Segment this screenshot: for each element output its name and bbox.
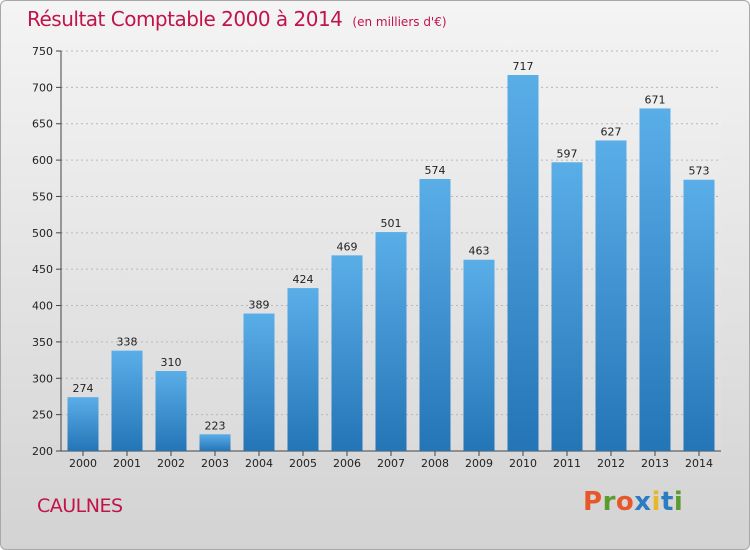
y-tick-label: 400 [32, 300, 53, 313]
x-tick-label-2011: 2011 [553, 457, 581, 470]
bar-2009 [463, 259, 495, 451]
y-tick-label: 250 [32, 409, 53, 422]
y-tick-label: 600 [32, 154, 53, 167]
chart-unit: (en milliers d'€) [352, 15, 447, 29]
bar-2001 [111, 350, 143, 451]
bars [67, 75, 715, 452]
bar-2002 [155, 371, 187, 451]
logo-letter: P [583, 487, 603, 517]
x-tick-label-2009: 2009 [465, 457, 493, 470]
bar-2013 [639, 108, 671, 452]
data-label-2012: 627 [601, 125, 622, 138]
logo-letter: o [615, 487, 635, 517]
data-label-2000: 274 [73, 382, 94, 395]
bar-2006 [331, 255, 363, 451]
bar-2014 [683, 179, 715, 451]
data-label-2005: 424 [293, 273, 314, 286]
data-label-2003: 223 [205, 419, 226, 432]
bar-2004 [243, 313, 275, 451]
bar-2008 [419, 179, 451, 451]
x-tick-label-2010: 2010 [509, 457, 537, 470]
x-tick-label-2005: 2005 [289, 457, 317, 470]
x-tick-label-2014: 2014 [685, 457, 713, 470]
data-label-2011: 597 [557, 147, 578, 160]
proxiti-logo: Proxiti [583, 487, 683, 517]
x-tick-label-2003: 2003 [201, 457, 229, 470]
logo-letter: i [651, 487, 661, 517]
logo-letter: i [673, 487, 684, 517]
bar-2000 [67, 397, 99, 451]
title-row: Résultat Comptable 2000 à 2014 (en millie… [27, 7, 447, 31]
x-tick-label-2008: 2008 [421, 457, 449, 470]
labels: 200 250 300 350 400 450 500 550 600 650 700 750 274 2… [32, 45, 713, 470]
bar-2010 [507, 75, 539, 451]
logo-letter: r [602, 487, 616, 517]
data-label-2013: 671 [645, 93, 666, 106]
data-label-2001: 338 [117, 336, 138, 349]
x-tick-label-2007: 2007 [377, 457, 405, 470]
x-tick-label-2000: 2000 [69, 457, 97, 470]
data-label-2014: 573 [689, 165, 710, 178]
y-tick-label: 450 [32, 263, 53, 276]
bar-2012 [595, 140, 627, 452]
x-tick-label-2013: 2013 [641, 457, 669, 470]
y-tick-label: 350 [32, 336, 53, 349]
y-tick-label: 750 [32, 45, 53, 58]
y-tick-label: 300 [32, 372, 53, 385]
chart-title: Résultat Comptable 2000 à 2014 [27, 7, 343, 31]
x-tick-label-2001: 2001 [113, 457, 141, 470]
data-label-2002: 310 [161, 356, 182, 369]
x-tick-label-2002: 2002 [157, 457, 185, 470]
data-label-2007: 501 [381, 217, 402, 230]
x-tick-label-2006: 2006 [333, 457, 361, 470]
data-label-2006: 469 [337, 240, 358, 253]
data-label-2004: 389 [249, 299, 270, 312]
y-tick-label: 550 [32, 190, 53, 203]
x-tick-label-2012: 2012 [597, 457, 625, 470]
bar-2007 [375, 232, 407, 451]
data-label-2010: 717 [513, 60, 534, 73]
x-tick-label-2004: 2004 [245, 457, 273, 470]
y-tick-label: 500 [32, 227, 53, 240]
logo-letter: x [634, 487, 652, 517]
logo-letter: t [660, 487, 674, 517]
y-tick-label: 200 [32, 445, 53, 458]
data-label-2009: 463 [469, 245, 490, 258]
bar-2011 [551, 162, 583, 452]
data-label-2008: 574 [425, 164, 446, 177]
y-tick-label: 700 [32, 81, 53, 94]
y-tick-label: 650 [32, 118, 53, 131]
location-name: CAULNES [37, 495, 123, 517]
bar-2003 [199, 434, 231, 451]
bar-2005 [287, 288, 319, 451]
